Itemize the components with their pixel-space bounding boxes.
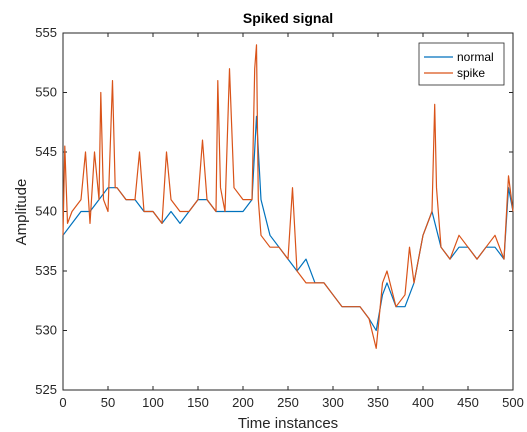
x-tick-label: 350 (367, 395, 389, 410)
x-tick-label: 450 (457, 395, 479, 410)
y-tick-label: 535 (35, 263, 57, 278)
x-tick-label: 0 (59, 395, 66, 410)
x-tick-label: 250 (277, 395, 299, 410)
series-line-spike (62, 44, 514, 349)
y-axis-label: Amplitude (13, 179, 30, 246)
legend-label-normal: normal (457, 50, 494, 64)
x-tick-label: 500 (502, 395, 524, 410)
x-axis-label: Time instances (238, 415, 338, 432)
legend: normal spike (418, 42, 505, 86)
y-tick-label: 550 (35, 85, 57, 100)
legend-box (418, 42, 505, 86)
y-tick-label: 540 (35, 204, 57, 219)
x-tick-label: 50 (101, 395, 115, 410)
x-tick-label: 400 (412, 395, 434, 410)
plot-area (62, 32, 514, 391)
chart-title: Spiked signal (243, 10, 333, 26)
y-tick-label: 555 (35, 25, 57, 40)
series-lines (62, 44, 514, 349)
y-tick-label: 530 (35, 323, 57, 338)
y-axis-ticks: 525 530 535 540 545 550 555 (35, 25, 513, 397)
legend-label-spike: spike (457, 66, 485, 80)
x-tick-label: 150 (187, 395, 209, 410)
x-axis-ticks: 0 50 100 150 200 250 300 350 400 450 500 (59, 33, 524, 410)
x-tick-label: 100 (142, 395, 164, 410)
y-tick-label: 525 (35, 382, 57, 397)
x-tick-label: 200 (232, 395, 254, 410)
x-tick-label: 300 (322, 395, 344, 410)
y-tick-label: 545 (35, 144, 57, 159)
